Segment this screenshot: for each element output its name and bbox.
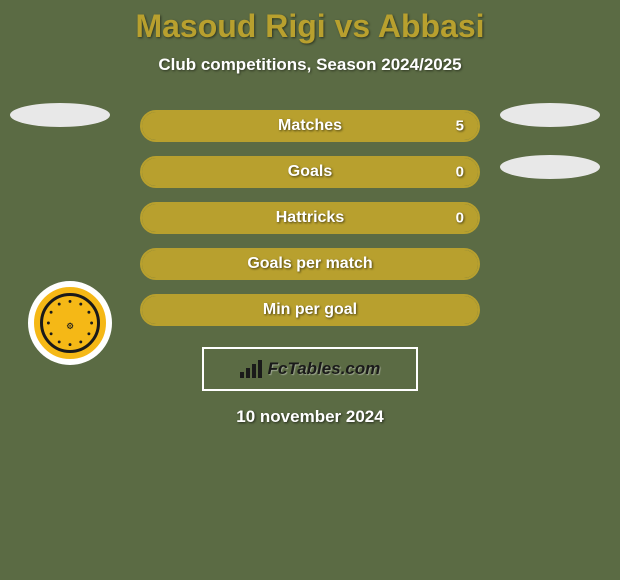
club-badge-inner: ۞ [40,293,100,353]
club-badge-pattern: ۞ [43,296,97,350]
left-club-badge: ۞ [28,281,112,365]
date-text: 10 november 2024 [0,407,620,427]
stat-row: Matches5 [0,103,620,149]
subtitle: Club competitions, Season 2024/2025 [0,55,620,75]
stats-content: Matches5Goals0Hattricks0Goals per matchM… [0,103,620,333]
stat-label: Goals per match [140,255,480,273]
stat-label: Hattricks [140,209,480,227]
svg-text:۞: ۞ [66,319,74,331]
brand-watermark: FcTables.com [202,347,418,391]
stat-row: Hattricks0 [0,195,620,241]
brand-text: FcTables.com [268,359,381,379]
stat-value-right: 5 [456,118,464,135]
stat-row: Goals per match [0,241,620,287]
chart-icon [240,360,262,378]
comparison-card: Masoud Rigi vs Abbasi Club competitions,… [0,0,620,580]
stat-label: Min per goal [140,301,480,319]
stat-row: Goals0 [0,149,620,195]
page-title: Masoud Rigi vs Abbasi [0,0,620,45]
stat-value-right: 0 [456,210,464,227]
stat-label: Matches [140,117,480,135]
stat-label: Goals [140,163,480,181]
stat-value-right: 0 [456,164,464,181]
